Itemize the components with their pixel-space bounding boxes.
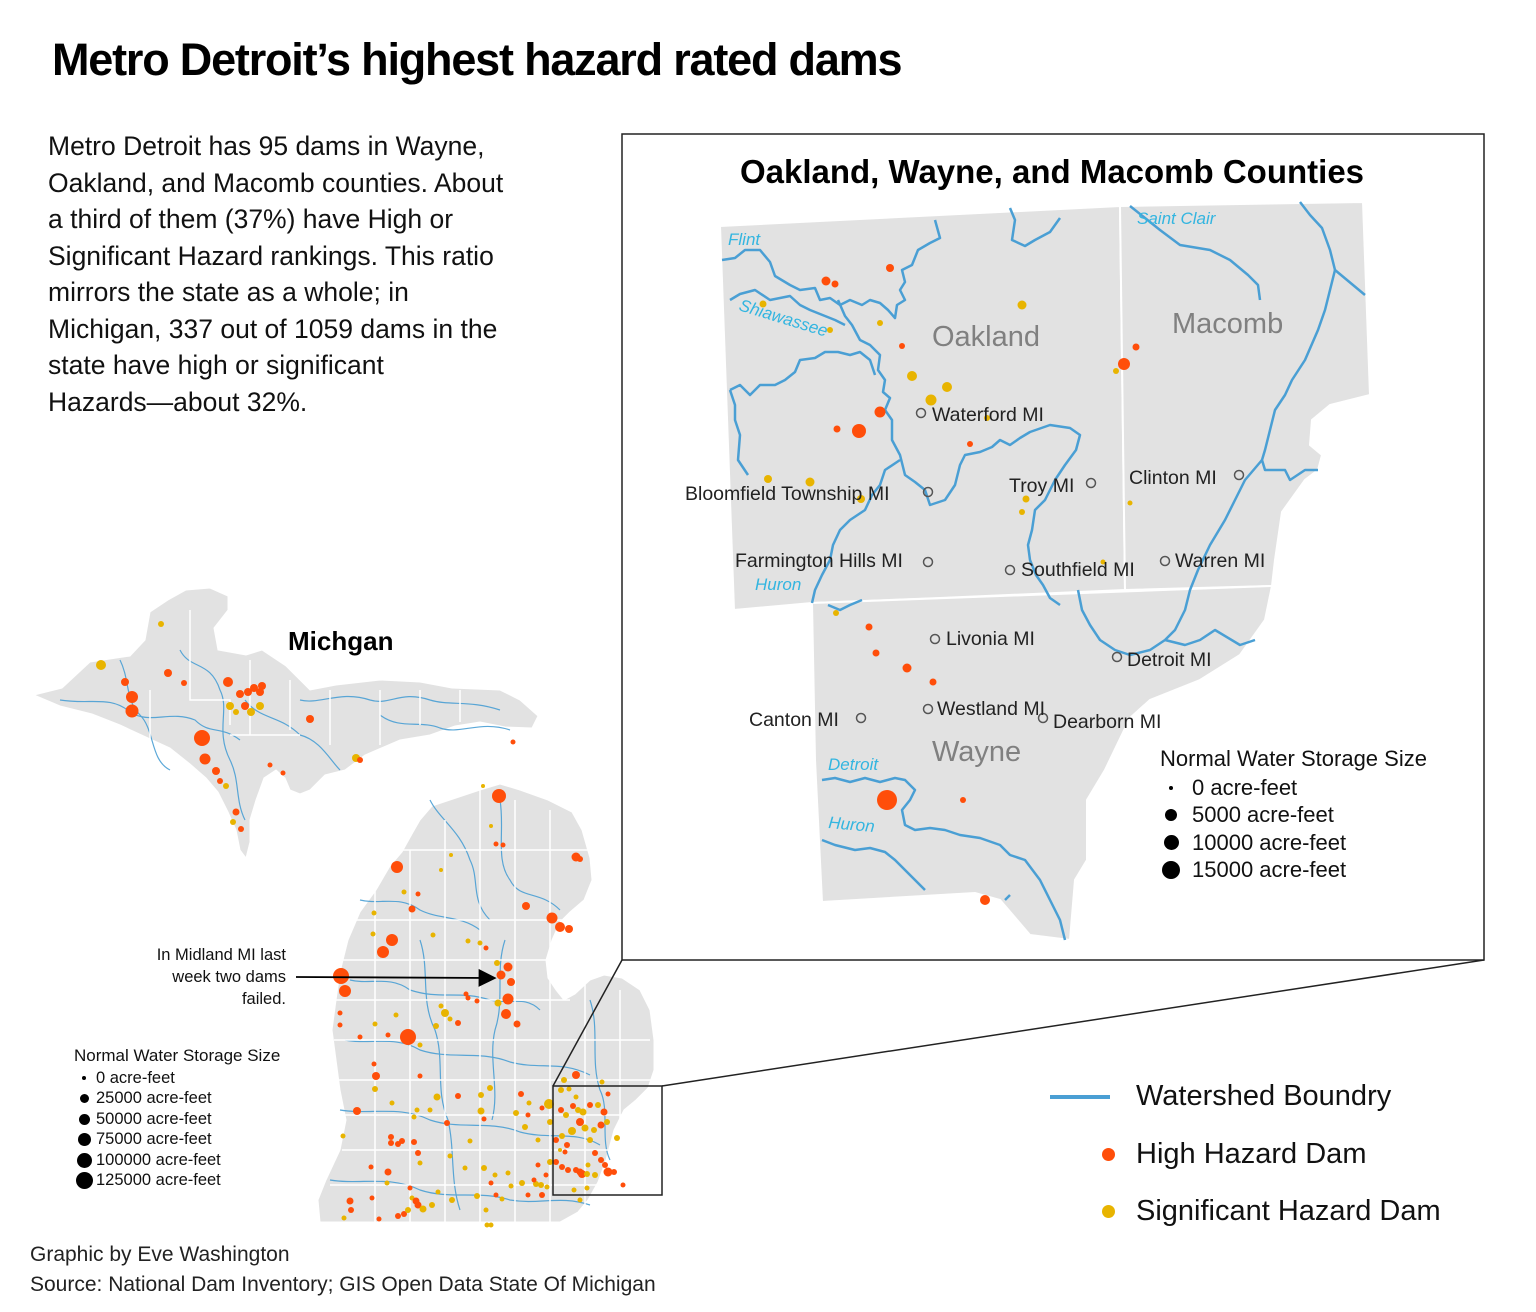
- intro-line: Significant Hazard rankings. This ratio: [48, 240, 494, 271]
- size-legend-label: 25000 acre-feet: [96, 1089, 212, 1108]
- size-dot-icon: [76, 1152, 92, 1168]
- county-label-oakland: Oakland: [932, 321, 1040, 353]
- size-legend-item: 100000 acre-feet: [74, 1150, 280, 1171]
- inset-size-legend: Normal Water Storage Size 0 acre-feet 50…: [1160, 746, 1427, 884]
- legend-label: High Hazard Dam: [1136, 1137, 1367, 1170]
- hazard-legend: Watershed Boundry High Hazard Dam Signif…: [1050, 1068, 1441, 1241]
- state-size-legend-title: Normal Water Storage Size: [74, 1046, 281, 1065]
- city-label-detroit: Detroit MI: [1127, 649, 1212, 671]
- legend-label: Watershed Boundry: [1136, 1080, 1392, 1113]
- midland-annotation: In Midland MI last week two dams failed.: [120, 944, 286, 1010]
- legend-label: Significant Hazard Dam: [1136, 1195, 1441, 1228]
- size-legend-item: 15000 acre-feet: [1160, 857, 1427, 885]
- size-dot-icon: [1169, 785, 1173, 790]
- size-legend-label: 100000 acre-feet: [96, 1150, 221, 1169]
- annotation-line: failed.: [241, 990, 286, 1008]
- inset-map-title: Oakland, Wayne, and Macomb Counties: [740, 153, 1364, 190]
- size-legend-label: 75000 acre-feet: [96, 1130, 212, 1149]
- intro-line: a third of them (37%) have High or: [48, 204, 454, 234]
- city-label-clinton: Clinton MI: [1129, 467, 1217, 489]
- midland-arrow: [295, 968, 497, 987]
- city-label-waterford: Waterford MI: [932, 404, 1044, 426]
- size-dot-icon: [78, 1113, 90, 1125]
- high-hazard-dot-icon: [1102, 1147, 1115, 1161]
- size-legend-item: 25000 acre-feet: [74, 1089, 280, 1110]
- size-dot-icon: [82, 1076, 86, 1081]
- annotation-line: In Midland MI last: [156, 946, 286, 964]
- watershed-label-saint-clair: Saint Clair: [1137, 209, 1217, 228]
- intro-line: Metro Detroit has 95 dams in Wayne,: [48, 131, 485, 161]
- watershed-label-detroit: Detroit: [828, 755, 879, 774]
- city-label-canton: Canton MI: [749, 709, 839, 731]
- inset-size-legend-title: Normal Water Storage Size: [1160, 746, 1427, 771]
- size-legend-label: 50000 acre-feet: [96, 1109, 212, 1128]
- size-dot-icon: [1162, 861, 1180, 880]
- size-dot-icon: [77, 1133, 91, 1147]
- macomb-county-land: [1118, 200, 1372, 592]
- size-legend-item: 5000 acre-feet: [1160, 802, 1427, 830]
- upper-peninsula-land: [32, 587, 539, 860]
- watershed-label-huron-south: Huron: [828, 813, 876, 836]
- city-label-warren: Warren MI: [1175, 550, 1265, 572]
- significant-hazard-dot-icon: [1102, 1205, 1115, 1219]
- county-label-wayne: Wayne: [932, 736, 1021, 768]
- inset-map: Oakland Macomb Wayne Flint Saint Clair S…: [685, 153, 1372, 942]
- size-legend-label: 10000 acre-feet: [1192, 829, 1347, 855]
- city-label-troy: Troy MI: [1009, 475, 1074, 497]
- intro-line: Hazards—about 32%.: [48, 386, 308, 417]
- source-credit: Source: National Dam Inventory; GIS Open…: [30, 1272, 656, 1296]
- state-dams: [96, 621, 626, 1228]
- legend-item-significant-hazard: Significant Hazard Dam: [1050, 1183, 1441, 1241]
- intro-line: mirrors the state as a whole; in: [48, 277, 409, 307]
- inset-dams: [759, 264, 1140, 905]
- wayne-county-land: [810, 584, 1274, 942]
- author-credit: Graphic by Eve Washington: [30, 1243, 290, 1266]
- annotation-line: week two dams: [172, 968, 286, 986]
- city-label-westland: Westland MI: [937, 698, 1045, 720]
- intro-line: Oakland, and Macomb counties. About: [48, 167, 504, 198]
- credits: Graphic by Eve Washington Source: Nation…: [30, 1240, 656, 1299]
- size-dot-icon: [75, 1172, 93, 1190]
- size-dot-icon: [1165, 809, 1177, 822]
- inset-indicator-box: [552, 1085, 663, 1196]
- page-title: Metro Detroit’s highest hazard rated dam…: [52, 34, 903, 85]
- city-label-bloomfield-township: Bloomfield Township MI: [685, 483, 889, 505]
- state-size-legend: Normal Water Storage Size 0 acre-feet 25…: [74, 1046, 280, 1191]
- city-markers: [855, 407, 1245, 724]
- state-county-lines: [149, 610, 654, 1222]
- michigan-map: Michgan: [32, 587, 663, 1228]
- city-label-dearborn: Dearborn MI: [1053, 711, 1161, 733]
- size-dot-icon: [79, 1094, 89, 1104]
- size-legend-label: 125000 acre-feet: [96, 1171, 221, 1190]
- inset-watershed-lines: [721, 201, 1366, 941]
- size-legend-label: 0 acre-feet: [1192, 774, 1298, 800]
- size-legend-label: 15000 acre-feet: [1192, 857, 1347, 883]
- intro-line: state have high or significant: [48, 350, 384, 380]
- county-label-macomb: Macomb: [1172, 308, 1283, 340]
- watershed-line-icon: [1050, 1094, 1110, 1099]
- city-label-livonia: Livonia MI: [946, 628, 1035, 650]
- city-label-southfield: Southfield MI: [1021, 559, 1135, 581]
- intro-line: Michigan, 337 out of 1059 dams in the: [48, 313, 498, 344]
- legend-item-high-hazard: High Hazard Dam: [1050, 1126, 1441, 1184]
- size-dot-icon: [1163, 835, 1179, 851]
- size-legend-item: 75000 acre-feet: [74, 1130, 280, 1151]
- size-legend-label: 5000 acre-feet: [1192, 802, 1334, 828]
- city-labels: Waterford MI Bloomfield Township MI Troy…: [685, 404, 1265, 733]
- size-legend-item: 0 acre-feet: [74, 1068, 280, 1089]
- size-legend-label: 0 acre-feet: [96, 1068, 175, 1087]
- michigan-map-title: Michgan: [288, 626, 393, 656]
- inset-connector-lines: [552, 959, 1485, 1087]
- size-legend-item: 0 acre-feet: [1160, 774, 1427, 802]
- state-watershed-lines: [59, 649, 611, 1211]
- watershed-label-flint: Flint: [728, 230, 761, 249]
- intro-text: Metro Detroit has 95 dams in Wayne, Oakl…: [48, 128, 588, 420]
- size-legend-item: 50000 acre-feet: [74, 1109, 280, 1130]
- city-label-farmington-hills: Farmington Hills MI: [735, 550, 903, 572]
- watershed-label-huron-north: Huron: [755, 575, 801, 594]
- legend-item-watershed: Watershed Boundry: [1050, 1068, 1441, 1126]
- size-legend-item: 10000 acre-feet: [1160, 829, 1427, 857]
- size-legend-item: 125000 acre-feet: [74, 1171, 280, 1192]
